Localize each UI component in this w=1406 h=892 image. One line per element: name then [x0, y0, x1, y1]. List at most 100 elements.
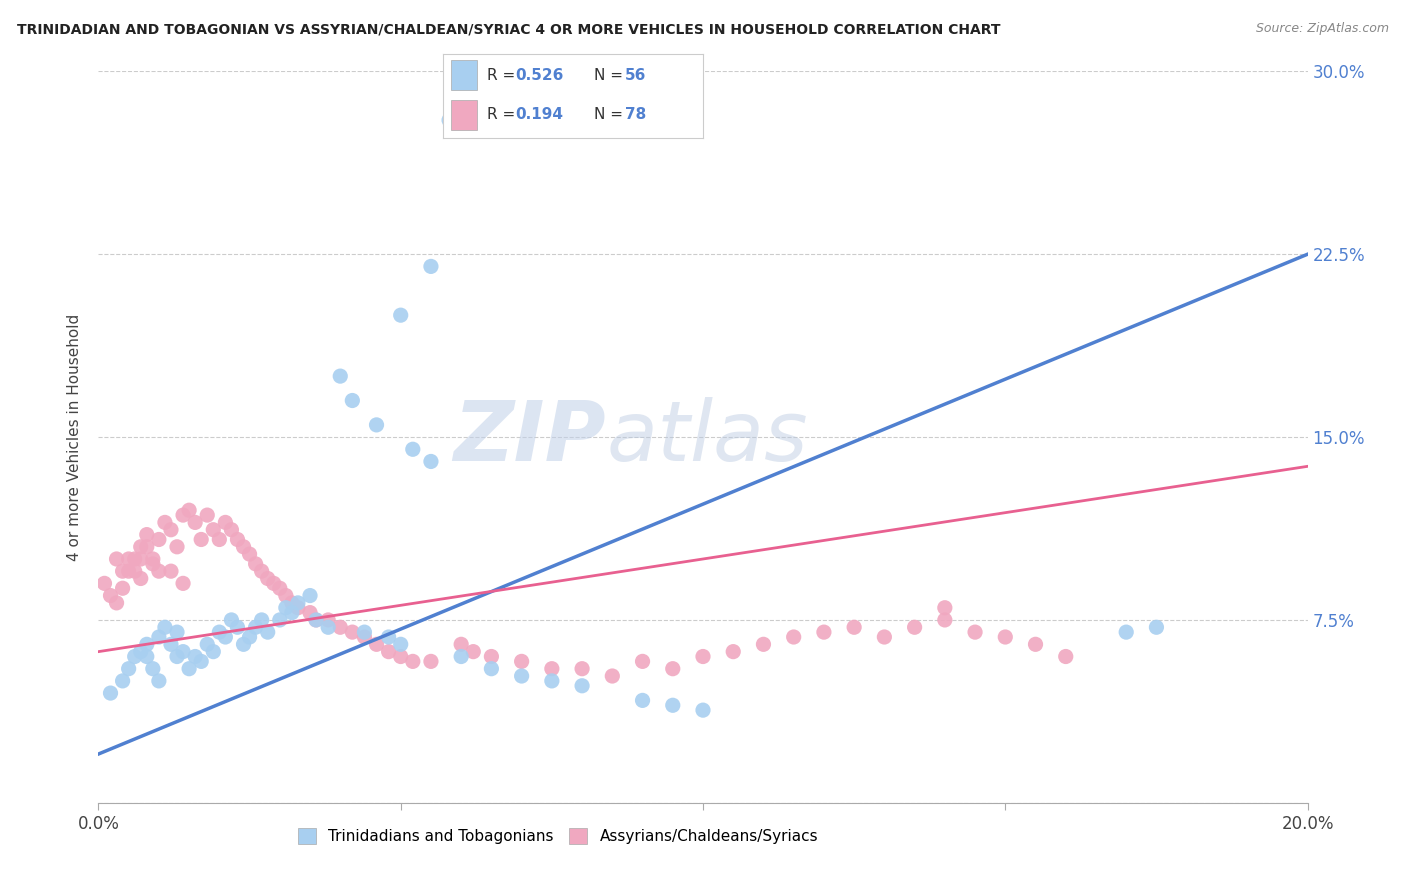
Point	[226, 620, 249, 634]
Point	[190, 533, 212, 547]
Point	[166, 649, 188, 664]
Point	[160, 564, 183, 578]
Point	[389, 308, 412, 322]
Point	[571, 679, 593, 693]
Point	[172, 576, 194, 591]
Point	[281, 596, 304, 610]
Point	[450, 649, 472, 664]
Point	[299, 589, 322, 603]
Point	[299, 606, 322, 620]
Point	[353, 625, 375, 640]
Text: Source: ZipAtlas.com: Source: ZipAtlas.com	[1256, 22, 1389, 36]
Point	[179, 503, 201, 517]
Point	[631, 654, 654, 668]
Point	[105, 596, 128, 610]
Point	[111, 564, 134, 578]
Point	[160, 523, 183, 537]
Text: 78: 78	[624, 107, 647, 122]
Point	[263, 576, 285, 591]
Point	[245, 557, 267, 571]
Point	[135, 540, 157, 554]
Point	[172, 645, 194, 659]
Point	[377, 645, 399, 659]
Point	[305, 613, 328, 627]
Point	[118, 564, 141, 578]
Legend: Trinidadians and Tobagonians, Assyrians/Chaldeans/Syriacs: Trinidadians and Tobagonians, Assyrians/…	[291, 822, 824, 850]
Point	[184, 649, 207, 664]
Point	[166, 540, 188, 554]
Point	[389, 649, 412, 664]
Point	[844, 620, 866, 634]
Point	[269, 581, 291, 595]
Point	[135, 649, 157, 664]
Point	[148, 630, 170, 644]
Point	[148, 564, 170, 578]
Y-axis label: 4 or more Vehicles in Household: 4 or more Vehicles in Household	[67, 313, 83, 561]
Point	[172, 508, 194, 522]
Point	[221, 613, 243, 627]
Point	[540, 662, 562, 676]
Point	[245, 620, 267, 634]
Point	[195, 637, 218, 651]
Text: TRINIDADIAN AND TOBAGONIAN VS ASSYRIAN/CHALDEAN/SYRIAC 4 OR MORE VEHICLES IN HOU: TRINIDADIAN AND TOBAGONIAN VS ASSYRIAN/C…	[17, 22, 1001, 37]
Point	[239, 630, 262, 644]
Point	[329, 620, 352, 634]
Point	[692, 703, 714, 717]
Text: atlas: atlas	[606, 397, 808, 477]
Point	[124, 649, 146, 664]
Point	[1024, 637, 1046, 651]
Point	[148, 673, 170, 688]
Point	[135, 527, 157, 541]
Point	[226, 533, 249, 547]
Point	[142, 552, 165, 566]
Point	[661, 698, 683, 713]
Point	[160, 637, 183, 651]
Point	[1054, 649, 1077, 664]
Point	[274, 600, 297, 615]
Point	[250, 613, 273, 627]
Text: R =: R =	[486, 68, 520, 83]
Text: 0.194: 0.194	[516, 107, 564, 122]
Point	[1115, 625, 1137, 640]
Point	[202, 645, 225, 659]
Point	[481, 649, 503, 664]
Point	[118, 662, 141, 676]
Point	[510, 654, 533, 668]
Point	[208, 533, 231, 547]
Point	[510, 669, 533, 683]
Bar	[451, 100, 477, 130]
Point	[111, 581, 134, 595]
Point	[377, 630, 399, 644]
Point	[420, 454, 443, 468]
Point	[965, 625, 987, 640]
Point	[402, 654, 425, 668]
Text: N =: N =	[593, 68, 627, 83]
Text: 56: 56	[624, 68, 647, 83]
Point	[184, 516, 207, 530]
Point	[450, 637, 472, 651]
Point	[463, 645, 485, 659]
Point	[208, 625, 231, 640]
Point	[179, 662, 201, 676]
Point	[269, 613, 291, 627]
Point	[274, 589, 297, 603]
Point	[124, 552, 146, 566]
Text: ZIP: ZIP	[454, 397, 606, 477]
Point	[934, 600, 956, 615]
Point	[305, 613, 328, 627]
Point	[214, 630, 236, 644]
Point	[256, 572, 278, 586]
Point	[142, 662, 165, 676]
Point	[316, 620, 339, 634]
Point	[214, 516, 236, 530]
Point	[402, 442, 425, 457]
Point	[752, 637, 775, 651]
Point	[129, 572, 152, 586]
Point	[256, 625, 278, 640]
Point	[437, 113, 460, 128]
Point	[135, 637, 157, 651]
Point	[873, 630, 896, 644]
Point	[342, 625, 364, 640]
Point	[129, 552, 152, 566]
Point	[994, 630, 1017, 644]
